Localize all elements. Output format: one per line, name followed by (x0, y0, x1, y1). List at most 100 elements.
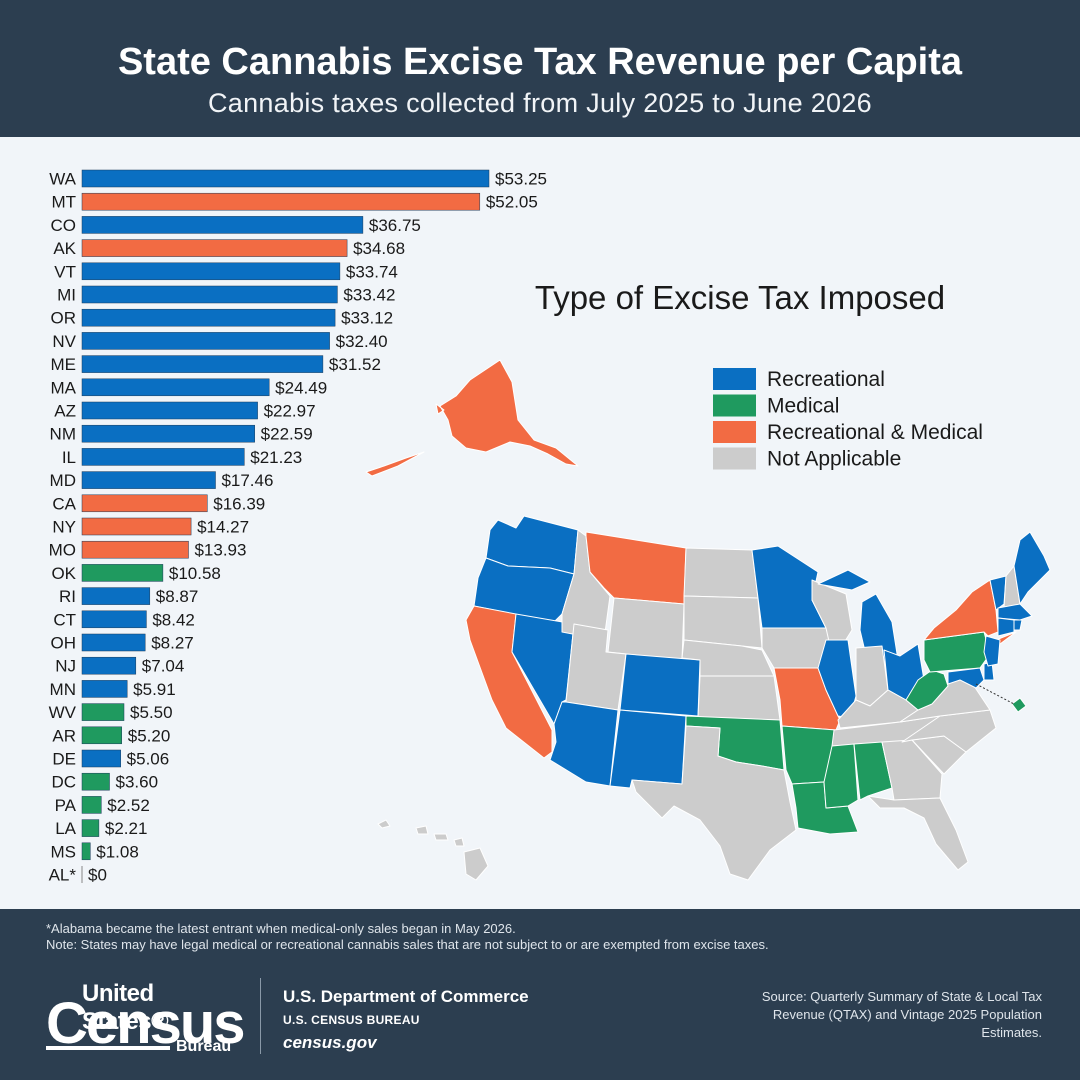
legend-label: Recreational (767, 368, 885, 391)
census-bureau-logo: United States® Census Bureau (46, 980, 246, 1055)
bar-value-label: $2.21 (105, 819, 148, 838)
bar-value-label: $17.46 (221, 471, 273, 490)
bar-category-label: IL (62, 448, 76, 467)
bar-category-label: MS (51, 842, 77, 861)
state-SD (683, 595, 763, 649)
bar-value-label: $2.52 (107, 796, 150, 815)
bar (81, 680, 128, 698)
state-HI (377, 819, 489, 881)
bar-value-label: $1.08 (96, 842, 139, 861)
bar (81, 587, 151, 605)
state-NJ (983, 635, 1001, 667)
bar-category-label: CT (53, 610, 76, 629)
department-name: U.S. Department of Commerce (283, 987, 529, 1006)
bar-value-label: $21.23 (250, 448, 302, 467)
state-CO (619, 653, 701, 717)
bar-value-label: $8.87 (156, 587, 199, 606)
bar-category-label: WA (49, 170, 76, 189)
bar (81, 842, 91, 861)
bar-category-label: MD (50, 471, 76, 490)
bar-value-label: $10.58 (169, 564, 221, 583)
bar-value-label: $34.68 (353, 239, 405, 258)
us-map (365, 359, 1051, 881)
bar-value-label: $22.97 (264, 402, 316, 421)
bar (81, 355, 324, 373)
bar-value-label: $7.04 (142, 657, 185, 676)
state-MD (947, 667, 985, 689)
state-RI (1013, 619, 1023, 631)
bar-category-label: DC (51, 773, 76, 792)
bar-category-label: ME (51, 355, 77, 374)
bar-category-label: NY (52, 518, 76, 537)
bar-category-label: AK (53, 239, 76, 258)
bar-value-label: $5.20 (128, 726, 171, 745)
state-ME (1013, 531, 1051, 605)
map-title: Type of Excise Tax Imposed (535, 279, 945, 316)
bar-category-label: VT (54, 262, 76, 281)
bar (81, 772, 110, 791)
bar-category-label: WV (49, 703, 77, 722)
bar (81, 494, 208, 513)
bar-category-label: OR (51, 309, 77, 328)
bar (81, 726, 122, 745)
bar-category-label: AZ (54, 402, 76, 421)
bar-category-label: NM (50, 425, 76, 444)
legend-label: Medical (767, 395, 839, 418)
map-legend: Recreational Medical Recreational & Medica… (713, 368, 983, 471)
bar-category-label: MT (51, 193, 76, 212)
bar-value-label: $24.49 (275, 378, 327, 397)
bar (81, 471, 216, 489)
bar (81, 540, 189, 559)
state-AL (853, 741, 893, 801)
state-FL (867, 795, 969, 871)
footnote-note: Note: States may have legal medical or r… (46, 937, 769, 952)
bar (81, 378, 270, 397)
footer-divider (260, 978, 261, 1054)
page-title: State Cannabis Excise Tax Revenue per Ca… (117, 41, 963, 83)
bar-value-label: $52.05 (486, 193, 538, 212)
bar-category-label: AL* (49, 866, 77, 885)
bar (81, 285, 338, 304)
website-link[interactable]: census.gov (283, 1033, 377, 1052)
bar (81, 192, 481, 211)
logo-underline (46, 1046, 170, 1050)
state-NM (609, 709, 687, 789)
bar (81, 656, 137, 675)
bar-category-label: DE (52, 750, 76, 769)
bar-category-label: OH (51, 634, 77, 653)
logo-united-states: United States® (82, 980, 169, 1035)
legend-swatch-both (713, 421, 756, 443)
bar-value-label: $22.59 (261, 425, 313, 444)
bar-value-label: $36.75 (369, 216, 421, 235)
bar-chart: WA $53.25 MT $52.05 CO $36.75 AK $34.68 VT $33.74… (49, 170, 547, 885)
state-AK (365, 359, 579, 477)
legend-swatch-na (713, 447, 756, 470)
logo-bureau: Bureau (176, 1038, 232, 1055)
department-block: U.S. Department of Commerce U.S. CENSUS … (283, 987, 529, 1053)
header: State Cannabis Excise Tax Revenue per Ca… (0, 0, 1080, 137)
bar (81, 401, 258, 420)
bar-value-label: $33.74 (346, 262, 398, 281)
bar-category-label: NJ (55, 657, 76, 676)
state-AZ (549, 701, 619, 787)
bar (81, 749, 121, 768)
legend-swatch-recreational (713, 368, 756, 390)
bar (81, 332, 330, 350)
bar-value-label: $0 (88, 866, 107, 885)
state-DC (1011, 697, 1027, 713)
bar (81, 633, 146, 652)
bar-value-label: $3.60 (116, 773, 159, 792)
logo-census: Census (46, 991, 246, 1056)
bar-value-label: $14.27 (197, 518, 249, 537)
bar-value-label: $31.52 (329, 355, 381, 374)
bar-category-label: MN (50, 680, 76, 699)
bar (81, 216, 364, 234)
bar (81, 424, 255, 443)
legend-label: Not Applicable (767, 448, 901, 471)
bar (81, 239, 348, 257)
bar-category-label: LA (55, 819, 76, 838)
bar-value-label: $32.40 (336, 332, 388, 351)
bar (81, 169, 490, 188)
bureau-name: U.S. CENSUS BUREAU (283, 1013, 420, 1027)
